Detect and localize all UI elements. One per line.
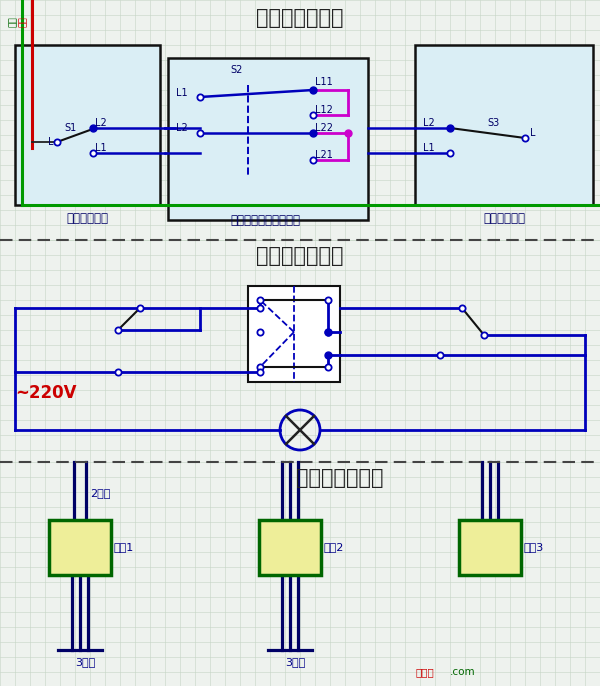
Text: 三控开关布线图: 三控开关布线图 — [296, 468, 384, 488]
Text: L1: L1 — [423, 143, 434, 153]
Text: 开关1: 开关1 — [114, 542, 134, 552]
Text: S1: S1 — [64, 123, 76, 133]
Text: 接线图: 接线图 — [415, 667, 434, 677]
Bar — [248, 286, 340, 382]
Bar — [49, 520, 111, 575]
Bar — [168, 58, 368, 220]
Text: 三控开关原理图: 三控开关原理图 — [256, 246, 344, 266]
Text: L1: L1 — [176, 88, 188, 98]
Text: L2: L2 — [176, 123, 188, 133]
Text: L: L — [530, 128, 536, 138]
Bar — [459, 520, 521, 575]
Text: ~220V: ~220V — [15, 384, 77, 402]
Text: 火线: 火线 — [19, 16, 28, 27]
Bar — [259, 520, 321, 575]
Text: 开关3: 开关3 — [524, 542, 544, 552]
Text: L2: L2 — [95, 118, 107, 128]
Text: 3根线: 3根线 — [75, 657, 95, 667]
Text: 三控开关接线图: 三控开关接线图 — [256, 8, 344, 28]
Text: 单开双控开关: 单开双控开关 — [66, 211, 108, 224]
Text: L2: L2 — [423, 118, 435, 128]
Text: 3根线: 3根线 — [285, 657, 305, 667]
Text: L1: L1 — [95, 143, 107, 153]
Text: 中途开关（三控开关）: 中途开关（三控开关） — [230, 213, 300, 226]
Text: 开关2: 开关2 — [324, 542, 344, 552]
Text: L12: L12 — [315, 105, 333, 115]
Text: 相线: 相线 — [8, 16, 17, 27]
Text: L22: L22 — [315, 123, 333, 133]
Text: S2: S2 — [230, 65, 242, 75]
Text: L21: L21 — [315, 150, 333, 160]
Text: L: L — [48, 137, 53, 147]
Text: 2根线: 2根线 — [90, 488, 110, 498]
Text: .com: .com — [450, 667, 476, 677]
Bar — [415, 45, 593, 205]
Text: 单开双控开关: 单开双控开关 — [483, 211, 525, 224]
Bar — [15, 45, 160, 205]
Text: L11: L11 — [315, 77, 333, 87]
Text: S3: S3 — [487, 118, 499, 128]
